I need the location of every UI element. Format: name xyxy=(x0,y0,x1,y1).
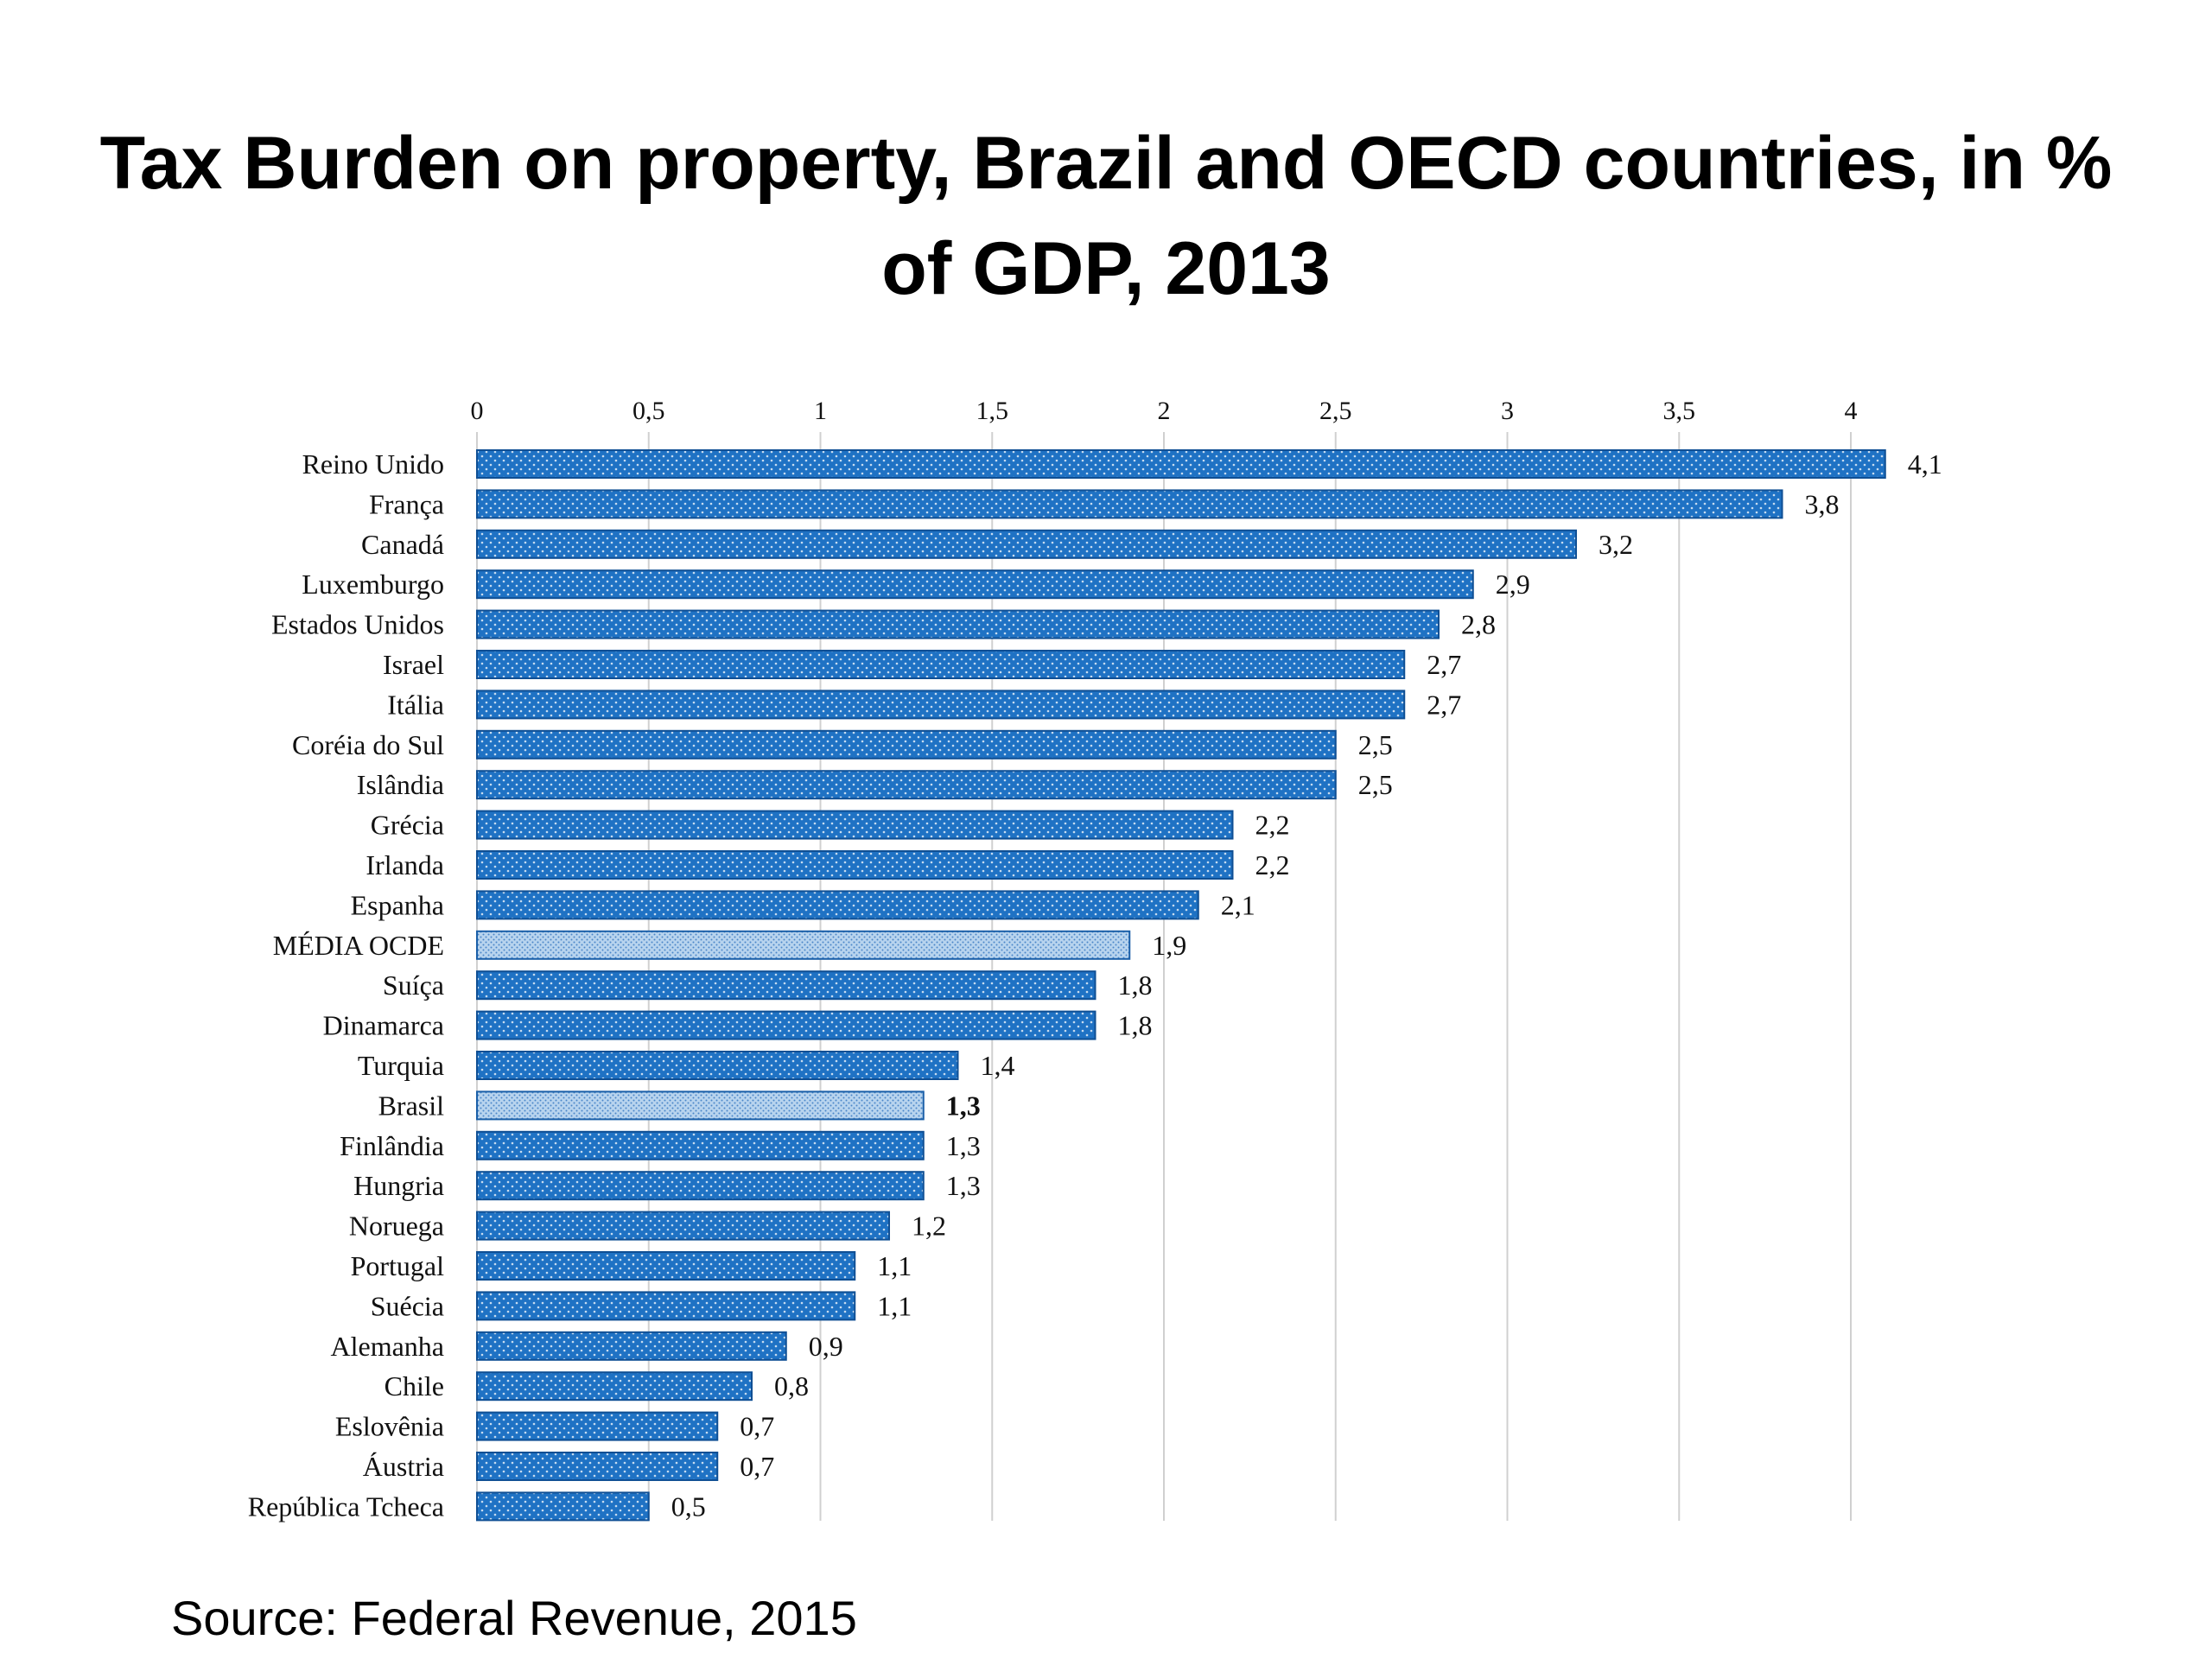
chart-title-line-2: of GDP, 2013 xyxy=(881,227,1331,310)
value-label: 2,7 xyxy=(1427,649,1461,680)
bar xyxy=(476,650,1406,679)
value-label: 1,2 xyxy=(912,1211,946,1242)
value-label: 1,8 xyxy=(1118,1010,1153,1041)
bar xyxy=(476,1251,856,1281)
value-label: 2,5 xyxy=(1358,729,1393,760)
bar xyxy=(476,489,1783,519)
category-label: Eslovênia xyxy=(335,1411,444,1442)
bar xyxy=(476,609,1440,639)
category-label: República Tcheca xyxy=(248,1491,444,1522)
category-label: Reino Unido xyxy=(302,448,444,480)
x-tick-label: 3 xyxy=(1501,397,1514,425)
bars: Reino Unido 4,1 França 3,8 Canadá 3,2 Luxembur… xyxy=(248,448,1942,1522)
value-label: 2,7 xyxy=(1427,689,1461,720)
bar xyxy=(476,1491,650,1522)
value-label: 1,3 xyxy=(946,1130,981,1161)
x-axis-ticks: 0 0,5 1 1,5 2 2,5 3 3,5 4 xyxy=(471,397,1858,425)
value-label: 1,8 xyxy=(1118,969,1153,1001)
category-label: Luxemburgo xyxy=(302,569,444,600)
category-label: Suíça xyxy=(383,969,444,1001)
bar xyxy=(476,890,1199,920)
value-label: 1,3 xyxy=(946,1090,981,1121)
x-tick-label: 1 xyxy=(814,397,827,425)
bar xyxy=(476,1371,753,1402)
category-label: França xyxy=(369,488,444,519)
bar xyxy=(476,1331,787,1361)
value-label: 1,3 xyxy=(946,1170,981,1201)
category-label: MÉDIA OCDE xyxy=(273,930,444,961)
value-label: 0,5 xyxy=(671,1491,706,1522)
value-label: 2,1 xyxy=(1221,889,1255,920)
value-label: 0,9 xyxy=(809,1331,843,1362)
value-label: 4,1 xyxy=(1908,448,1942,480)
value-label: 1,9 xyxy=(1152,930,1186,961)
category-label: Grécia xyxy=(371,810,444,841)
bar xyxy=(476,729,1337,760)
value-label: 2,8 xyxy=(1461,609,1496,640)
bar xyxy=(476,1010,1096,1040)
bar xyxy=(476,810,1234,840)
x-tick-label: 4 xyxy=(1845,397,1858,425)
category-label: Alemanha xyxy=(331,1331,445,1362)
x-tick-label: 2,5 xyxy=(1319,397,1352,425)
category-label: Coréia do Sul xyxy=(292,729,444,760)
x-tick-label: 2 xyxy=(1158,397,1171,425)
x-tick-label: 0,5 xyxy=(632,397,665,425)
value-label: 0,7 xyxy=(740,1451,774,1482)
bar xyxy=(476,1051,959,1080)
category-label: Turquia xyxy=(358,1050,444,1081)
value-label: 0,7 xyxy=(740,1411,774,1442)
value-label: 2,2 xyxy=(1255,849,1290,880)
bar xyxy=(476,850,1234,880)
category-label: Dinamarca xyxy=(323,1010,444,1041)
bar xyxy=(476,529,1577,559)
category-label: Espanha xyxy=(351,889,444,920)
category-label: Noruega xyxy=(349,1211,444,1242)
value-label: 2,5 xyxy=(1358,769,1393,800)
category-label: Israel xyxy=(383,649,444,680)
bar xyxy=(476,1291,856,1321)
bar xyxy=(476,1090,925,1121)
category-label: Irlanda xyxy=(365,849,444,880)
category-label: Portugal xyxy=(351,1250,445,1281)
x-tick-label: 3,5 xyxy=(1663,397,1696,425)
value-label: 1,1 xyxy=(877,1290,912,1321)
category-label: Estados Unidos xyxy=(271,609,444,640)
chart-title: Tax Burden on property, Brazil and OECD … xyxy=(0,111,2212,321)
category-label: Chile xyxy=(385,1370,444,1402)
category-label: Islândia xyxy=(357,769,444,800)
bar xyxy=(476,1171,925,1201)
category-label: Hungria xyxy=(353,1170,444,1201)
value-label: 2,9 xyxy=(1496,569,1530,600)
x-tick-label: 0 xyxy=(471,397,484,425)
bar xyxy=(476,770,1337,800)
category-label: Áustria xyxy=(363,1451,444,1482)
bar xyxy=(476,569,1474,600)
value-label: 3,2 xyxy=(1599,529,1633,560)
bar xyxy=(476,449,1886,479)
category-label: Itália xyxy=(387,689,444,720)
value-label: 3,8 xyxy=(1805,488,1840,519)
category-label: Brasil xyxy=(378,1090,445,1121)
x-tick-label: 1,5 xyxy=(976,397,1009,425)
bar xyxy=(476,1130,925,1160)
value-label: 1,4 xyxy=(981,1050,1015,1081)
category-label: Canadá xyxy=(361,529,444,560)
bar xyxy=(476,930,1131,960)
bar xyxy=(476,1411,719,1441)
bar xyxy=(476,970,1096,1001)
bar xyxy=(476,1452,719,1481)
bar xyxy=(476,690,1406,720)
source-note: Source: Federal Revenue, 2015 xyxy=(171,1591,857,1645)
value-label: 1,1 xyxy=(877,1250,912,1281)
chart-title-line-1: Tax Burden on property, Brazil and OECD … xyxy=(99,122,2113,205)
category-label: Finlândia xyxy=(340,1130,444,1161)
category-label: Suécia xyxy=(371,1290,444,1321)
value-label: 0,8 xyxy=(774,1370,809,1402)
value-label: 2,2 xyxy=(1255,810,1290,841)
bar xyxy=(476,1211,890,1241)
bar-chart: 0 0,5 1 1,5 2 2,5 3 3,5 4 Reino Unido 4,1 França 3,… xyxy=(248,397,1942,1522)
